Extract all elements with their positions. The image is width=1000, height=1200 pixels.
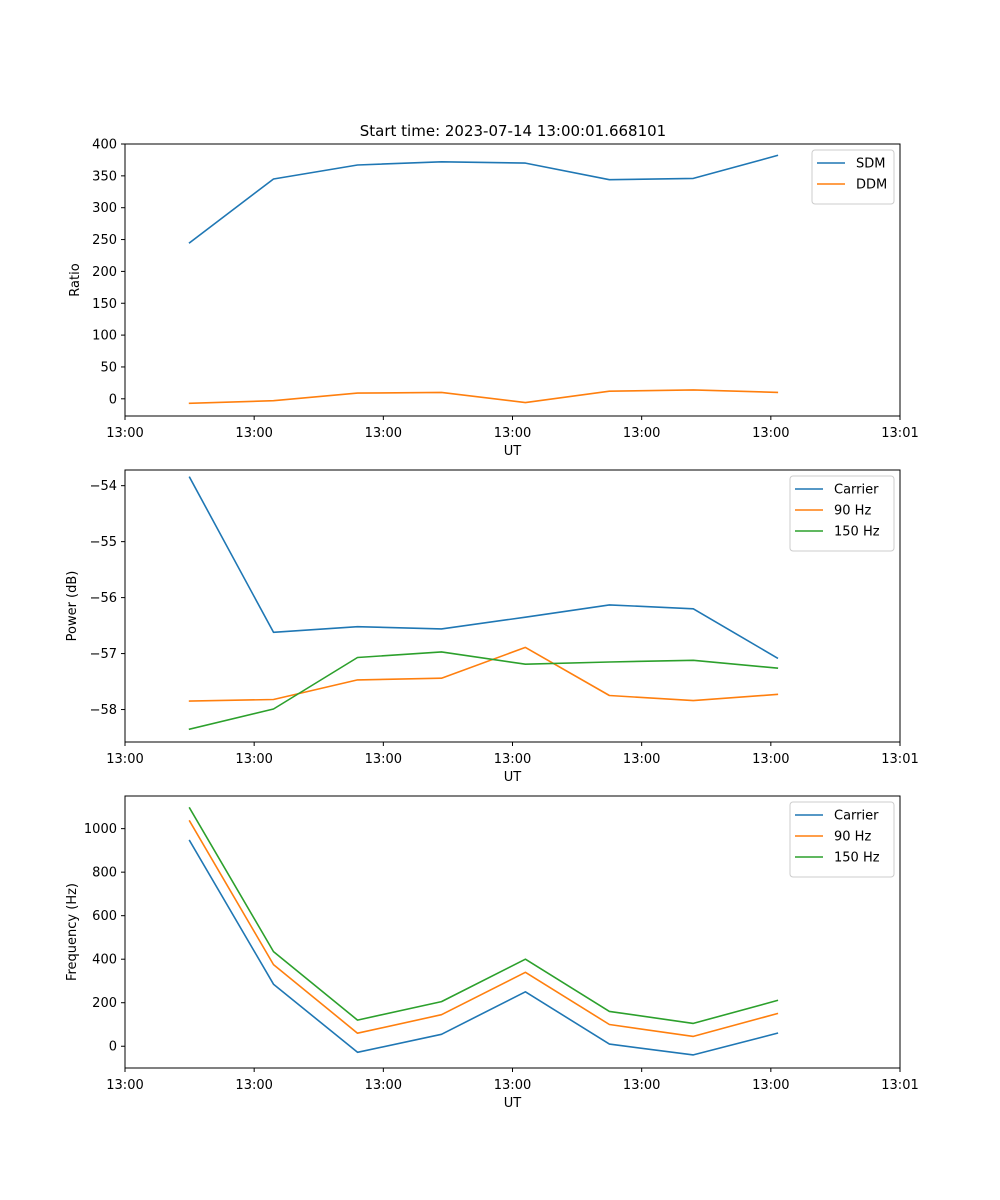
y-tick-label: 0 [109, 392, 117, 407]
y-tick-label: 300 [92, 201, 117, 216]
chart-panel-3: 13:00 13:00 13:00 13:00 13:00 13:00 13:01 0 200 4… [65, 795, 919, 1111]
series-line-ddm [188, 389, 779, 405]
legend: Carrier 90 Hz 150 Hz [789, 475, 895, 552]
y-tick-label: −56 [90, 591, 117, 606]
legend: Carrier 90 Hz 150 Hz [789, 801, 895, 878]
y-tick-label: 150 [92, 297, 117, 312]
x-tick-label: 13:00 [623, 426, 660, 441]
x-tick-label: 13:00 [494, 1078, 531, 1093]
y-tick-label: 200 [92, 265, 117, 280]
panels: 13:00 13:00 13:00 13:00 13:00 13:00 13:01 0 50 10… [65, 138, 919, 1112]
y-tick-label: 400 [92, 953, 117, 968]
series-line-sdm [188, 154, 779, 244]
y-tick-label: −57 [90, 647, 117, 662]
legend-label-150-hz: 150 Hz [834, 525, 880, 540]
x-tick-label: 13:00 [752, 426, 789, 441]
x-tick-label: 13:00 [106, 426, 143, 441]
y-tick-label: −54 [90, 479, 117, 494]
x-tick-label: 13:01 [881, 1078, 918, 1093]
series-line-90-hz [188, 819, 779, 1038]
y-tick-label: 50 [100, 360, 117, 375]
y-tick-label: −58 [90, 703, 117, 718]
legend-label-150-hz: 150 Hz [834, 851, 880, 866]
x-tick-label: 13:01 [881, 426, 918, 441]
y-tick-label: 250 [92, 233, 117, 248]
series-line-carrier [188, 839, 779, 1056]
y-tick-label: 100 [92, 329, 117, 344]
y-tick-label: 400 [92, 138, 117, 153]
y-tick-label: 0 [109, 1040, 117, 1055]
y-tick-label: −55 [90, 535, 117, 550]
x-tick-label: 13:00 [623, 752, 660, 767]
legend-label-sdm: SDM [856, 157, 885, 172]
y-tick-label: 800 [92, 866, 117, 881]
x-tick-label: 13:00 [752, 1078, 789, 1093]
y-axis-label: Frequency (Hz) [65, 883, 80, 981]
chart-panel-2: 13:00 13:00 13:00 13:00 13:00 13:00 13:01 −58 −5… [65, 469, 919, 785]
y-tick-label: 200 [92, 996, 117, 1011]
legend-label-carrier: Carrier [834, 483, 879, 498]
x-axis-label: UT [504, 770, 522, 785]
x-tick-label: 13:00 [494, 426, 531, 441]
series-line-150-hz [188, 651, 779, 731]
series-line-150-hz [188, 806, 779, 1025]
legend-frame [789, 475, 895, 552]
legend-label-90-hz: 90 Hz [834, 830, 871, 845]
y-tick-label: 350 [92, 169, 117, 184]
x-tick-label: 13:00 [365, 1078, 402, 1093]
x-tick-label: 13:00 [235, 426, 272, 441]
y-axis-label: Ratio [68, 263, 83, 296]
x-tick-label: 13:00 [623, 1078, 660, 1093]
legend: SDM DDM [811, 149, 895, 205]
x-tick-label: 13:00 [106, 1078, 143, 1093]
y-tick-label: 1000 [84, 822, 117, 837]
x-axis-label: UT [504, 444, 522, 459]
x-tick-label: 13:00 [235, 1078, 272, 1093]
x-tick-label: 13:00 [235, 752, 272, 767]
legend-frame [789, 801, 895, 878]
x-tick-label: 13:01 [881, 752, 918, 767]
y-axis-label: Power (dB) [65, 571, 80, 642]
x-tick-label: 13:00 [106, 752, 143, 767]
x-tick-label: 13:00 [365, 752, 402, 767]
y-tick-label: 600 [92, 909, 117, 924]
legend-label-90-hz: 90 Hz [834, 504, 871, 519]
x-tick-label: 13:00 [752, 752, 789, 767]
figure-title: Start time: 2023-07-14 13:00:01.668101 [360, 122, 666, 140]
x-tick-label: 13:00 [365, 426, 402, 441]
x-axis-label: UT [504, 1096, 522, 1111]
series-line-carrier [188, 476, 779, 660]
x-tick-label: 13:00 [494, 752, 531, 767]
legend-label-carrier: Carrier [834, 809, 879, 824]
chart-panel-1: 13:00 13:00 13:00 13:00 13:00 13:00 13:01 0 50 10… [68, 138, 919, 460]
legend-label-ddm: DDM [856, 178, 887, 193]
series-line-90-hz [188, 646, 779, 702]
